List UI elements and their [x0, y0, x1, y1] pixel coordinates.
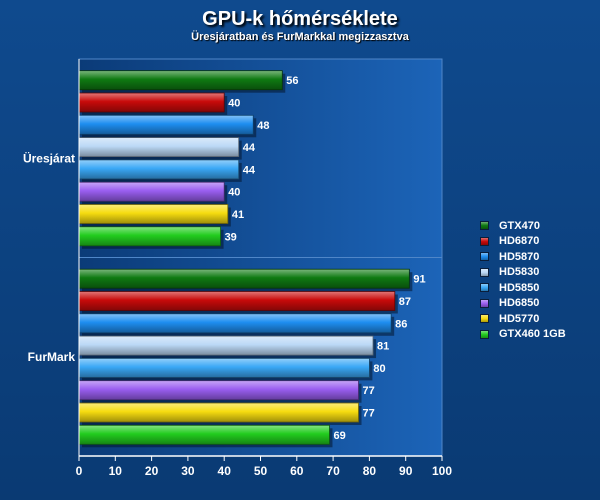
bar-gtx470	[78, 268, 410, 289]
legend-swatch	[480, 236, 489, 246]
bar-hd5850	[78, 159, 240, 180]
data-label: 86	[395, 318, 407, 330]
category-label: Üresjárat	[23, 150, 75, 165]
data-label: 80	[373, 363, 385, 375]
legend-item: HD5770	[480, 311, 566, 327]
x-tick-label: 30	[181, 464, 195, 478]
data-label: 39	[225, 231, 237, 243]
legend-label: HD5770	[499, 312, 540, 325]
x-tick-label: 60	[290, 464, 304, 478]
legend-swatch	[480, 329, 489, 339]
category-label: FurMark	[28, 350, 76, 364]
x-tick-label: 10	[109, 464, 123, 478]
legend-item: HD6850	[480, 296, 566, 312]
legend-item: GTX460 1GB	[480, 327, 566, 343]
legend-item: HD5850	[480, 280, 566, 296]
legend-swatch	[480, 314, 489, 324]
legend-label: HD6850	[499, 297, 540, 310]
x-tick-label: 50	[254, 464, 268, 478]
data-label: 91	[413, 274, 425, 286]
data-label: 81	[377, 341, 389, 353]
chart-title: GPU-k hőmérséklete	[202, 8, 398, 30]
legend-swatch	[480, 221, 489, 231]
legend-label: HD5830	[499, 266, 540, 279]
data-label: 56	[286, 75, 298, 87]
legend-swatch	[480, 252, 489, 262]
bar-hd6850	[78, 380, 359, 401]
data-label: 40	[228, 98, 240, 110]
bar-hd6850	[78, 181, 225, 202]
data-label: 44	[243, 142, 256, 154]
x-tick-label: 100	[432, 464, 452, 478]
legend-item: HD6870	[480, 234, 566, 250]
bar-hd5770	[78, 204, 229, 224]
legend-swatch	[480, 298, 489, 308]
bar-hd5870	[78, 114, 254, 135]
data-label: 40	[228, 187, 240, 199]
bar-hd6870	[78, 92, 225, 113]
legend-label: GTX460 1GB	[499, 328, 566, 341]
bar-hd5770	[78, 402, 359, 423]
legend-label: HD5850	[499, 281, 540, 294]
legend-swatch	[480, 267, 489, 277]
x-tick-label: 0	[76, 464, 83, 478]
bar-hd5850	[78, 357, 370, 378]
data-label: 77	[363, 408, 375, 420]
legend-label: HD6870	[499, 235, 540, 248]
bar-hd5870	[78, 313, 392, 334]
x-tick-label: 40	[218, 464, 232, 478]
bar-hd6870	[78, 291, 396, 311]
legend-item: GTX470	[480, 218, 566, 234]
data-label: 69	[333, 430, 345, 442]
chart-legend: GTX470 HD6870 HD5870 HD5830 HD5850 HD6850 HD57…	[480, 218, 566, 342]
data-label: 48	[257, 120, 269, 132]
x-tick-label: 90	[399, 464, 413, 478]
x-tick-label: 70	[326, 464, 340, 478]
bar-gtx460-1gb	[78, 226, 221, 247]
legend-item: HD5830	[480, 265, 566, 281]
legend-label: GTX470	[499, 219, 540, 232]
data-label: 77	[363, 385, 375, 397]
data-label: 87	[399, 296, 411, 308]
legend-label: HD5870	[499, 250, 540, 263]
chart-subtitle: Üresjáratban és FurMarkkal megizzasztva	[191, 31, 409, 43]
data-label: 41	[232, 209, 244, 221]
bar-gtx470	[78, 70, 283, 91]
x-tick-label: 80	[363, 464, 377, 478]
x-tick-label: 20	[145, 464, 159, 478]
bar-gtx460-1gb	[78, 424, 330, 445]
data-label: 44	[243, 164, 256, 176]
legend-item: HD5870	[480, 249, 566, 265]
legend-swatch	[480, 283, 489, 293]
bar-hd5830	[78, 137, 240, 158]
bar-hd5830	[78, 335, 374, 356]
